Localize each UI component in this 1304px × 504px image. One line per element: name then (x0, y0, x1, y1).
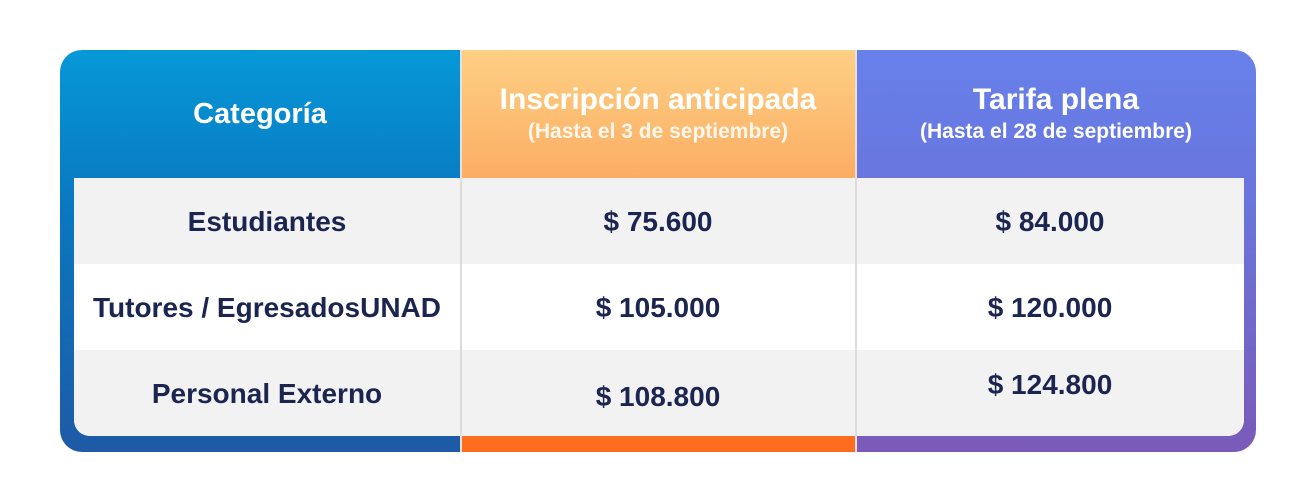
early-price-cell: $ 75.600 (603, 205, 713, 237)
header-full-subtitle: (Hasta el 28 de septiembre) (920, 120, 1192, 143)
header-category: Categoría (60, 50, 460, 178)
column-divider (855, 178, 857, 436)
category-cell: Personal Externo (151, 377, 383, 409)
full-price-cell: $ 124.800 (987, 369, 1113, 400)
header-full-rate: Tarifa plena (Hasta el 28 de septiembre) (856, 50, 1256, 178)
full-price-cell: $ 84.000 (995, 205, 1105, 237)
header-early-registration: Inscripción anticipada (Hasta el 3 de se… (460, 50, 856, 178)
table-row: Estudiantes $ 75.600 $ 84.000 (74, 178, 1244, 264)
category-cell: Estudiantes (187, 205, 347, 237)
category-cell: Tutores / Egresados UNAD (93, 291, 441, 323)
full-price-cell: $ 120.000 (987, 291, 1113, 323)
pricing-table: Categoría Inscripción anticipada (Hasta … (60, 50, 1256, 452)
table-row: Tutores / Egresados UNAD $ 105.000 $ 120.… (74, 264, 1244, 350)
header-early-subtitle: (Hasta el 3 de septiembre) (527, 120, 789, 143)
table-row: Personal Externo $ 108.800 $ 124.800 (74, 350, 1244, 436)
header-category-title: Categoría (193, 98, 327, 130)
header-full-title: Tarifa plena (972, 83, 1140, 116)
header-early-title: Inscripción anticipada (499, 83, 817, 116)
early-price-cell: $ 105.000 (595, 291, 721, 323)
column-divider (460, 178, 462, 436)
table-body: Estudiantes $ 75.600 $ 84.000 Tutores / … (74, 178, 1244, 436)
early-price-cell: $ 108.800 (595, 380, 721, 412)
